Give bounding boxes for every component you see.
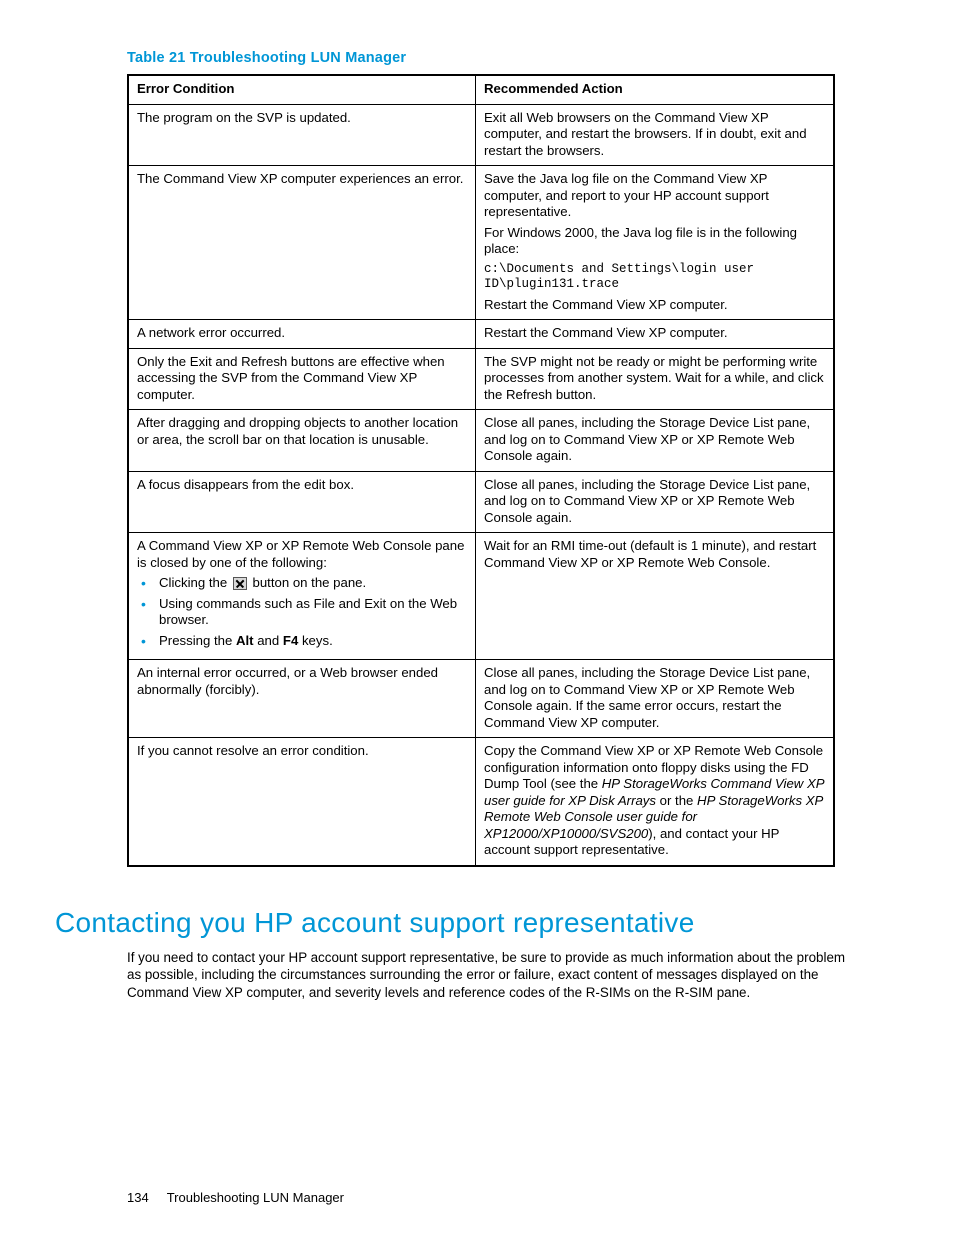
cell-condition: A focus disappears from the edit box. [128,471,476,533]
cell-action: The SVP might not be ready or might be p… [476,348,835,410]
page-number: 134 [127,1190,149,1205]
table-row: A focus disappears from the edit box. Cl… [128,471,834,533]
list-item: Using commands such as File and Exit on … [137,596,467,629]
bullet-text: Pressing the [159,633,236,648]
bullet-text: keys. [298,633,332,648]
page-footer: 134 Troubleshooting LUN Manager [127,1190,344,1205]
table-row: The Command View XP computer experiences… [128,166,834,320]
cell-condition: The Command View XP computer experiences… [128,166,476,320]
table-row: An internal error occurred, or a Web bro… [128,660,834,738]
action-text: or the [656,793,697,808]
action-para: Restart the Command View XP computer. [484,297,825,314]
key-f4: F4 [283,633,298,648]
condition-bullet-list: Clicking the button on the pane. Using c… [137,575,467,649]
bullet-text: and [254,633,283,648]
cell-condition: A Command View XP or XP Remote Web Conso… [128,533,476,660]
col-header-condition: Error Condition [128,75,476,104]
action-para: Save the Java log file on the Command Vi… [484,171,825,221]
cell-action: Restart the Command View XP computer. [476,320,835,349]
table-caption: Table 21 Troubleshooting LUN Manager [127,50,864,66]
cell-action: Close all panes, including the Storage D… [476,660,835,738]
table-row: A network error occurred. Restart the Co… [128,320,834,349]
bullet-text: Clicking the [159,575,231,590]
cell-condition: After dragging and dropping objects to a… [128,410,476,472]
bullet-text: button on the pane. [249,575,366,590]
cell-action: Close all panes, including the Storage D… [476,410,835,472]
cell-action: Exit all Web browsers on the Command Vie… [476,104,835,166]
condition-intro: A Command View XP or XP Remote Web Conso… [137,538,467,571]
list-item: Clicking the button on the pane. [137,575,467,592]
key-alt: Alt [236,633,254,648]
action-para: For Windows 2000, the Java log file is i… [484,225,825,258]
cell-condition: The program on the SVP is updated. [128,104,476,166]
table-row: If you cannot resolve an error condition… [128,738,834,866]
cell-condition: Only the Exit and Refresh buttons are ef… [128,348,476,410]
body-paragraph: If you need to contact your HP account s… [127,949,847,1001]
list-item: Pressing the Alt and F4 keys. [137,633,467,650]
col-header-action: Recommended Action [476,75,835,104]
table-row: After dragging and dropping objects to a… [128,410,834,472]
table-row: A Command View XP or XP Remote Web Conso… [128,533,834,660]
cell-condition: If you cannot resolve an error condition… [128,738,476,866]
cell-action: Copy the Command View XP or XP Remote We… [476,738,835,866]
table-row: The program on the SVP is updated. Exit … [128,104,834,166]
section-heading: Contacting you HP account support repres… [55,907,864,939]
table-row: Only the Exit and Refresh buttons are ef… [128,348,834,410]
close-icon [233,577,247,590]
troubleshooting-table: Error Condition Recommended Action The p… [127,74,835,867]
cell-condition: A network error occurred. [128,320,476,349]
cell-action: Wait for an RMI time-out (default is 1 m… [476,533,835,660]
footer-section-title: Troubleshooting LUN Manager [167,1190,344,1205]
table-header-row: Error Condition Recommended Action [128,75,834,104]
cell-condition: An internal error occurred, or a Web bro… [128,660,476,738]
cell-action: Save the Java log file on the Command Vi… [476,166,835,320]
cell-action: Close all panes, including the Storage D… [476,471,835,533]
action-code-path: c:\Documents and Settings\login user ID\… [484,262,825,293]
